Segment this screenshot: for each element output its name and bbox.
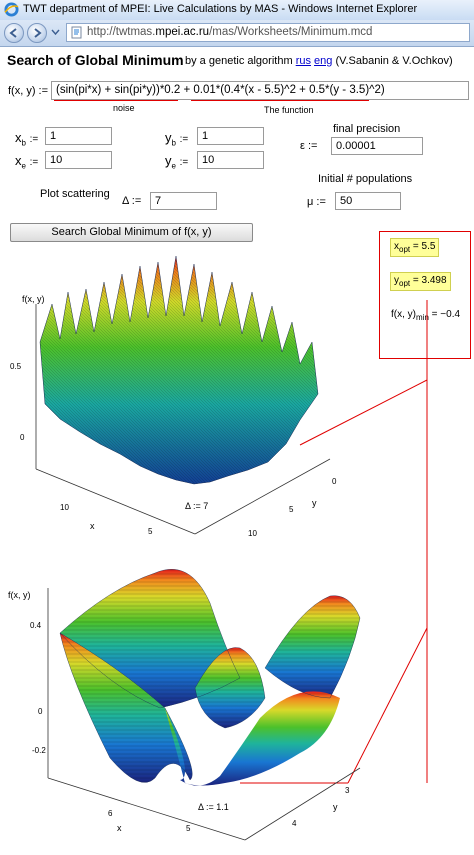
populations-label: Initial # populations — [318, 173, 413, 185]
scattering-input[interactable]: 7 — [150, 192, 217, 210]
search-button[interactable]: Search Global Minimum of f(x, y) — [10, 223, 253, 242]
x-opt-result: xopt = 5.5 — [390, 238, 440, 257]
plot1-ztick-low: 0 — [20, 433, 25, 442]
rus-link[interactable]: rus — [295, 55, 311, 67]
authors: (V.Sabanin & V.Ochkov) — [335, 55, 453, 67]
ye-input[interactable]: 10 — [197, 151, 264, 169]
function-expression[interactable]: (sin(pi*x) + sin(pi*y))*0.2 + 0.01*(0.4*… — [51, 81, 469, 100]
populations-input[interactable]: 50 — [335, 192, 401, 210]
plot1-ytick-0: 0 — [332, 477, 337, 486]
subtitle: by a genetic algorithm rus eng (V.Sabani… — [185, 55, 453, 67]
plot1-ytick-10: 10 — [248, 529, 257, 538]
ie-logo-icon — [4, 2, 19, 17]
yb-label: yb := — [165, 130, 189, 148]
page-title: Search of Global Minimum — [7, 52, 184, 68]
plot2-xtick-5: 5 — [186, 824, 191, 833]
ye-label: ye := — [165, 153, 189, 171]
function-label-note: The function — [264, 105, 314, 115]
plot1-ztick-mid: 0.5 — [10, 362, 22, 371]
url-field[interactable]: http://twtmas.mpei.ac.ru/mas/Worksheets/… — [66, 23, 470, 42]
plot2-ylabel: y — [333, 802, 338, 812]
plot2-ytick-3: 3 — [345, 786, 350, 795]
precision-label: final precision — [333, 123, 401, 135]
function-label: f(x, y) := — [8, 85, 49, 97]
delta-symbol: Δ := — [122, 195, 142, 207]
url-text: http://twtmas.mpei.ac.ru/mas/Worksheets/… — [87, 26, 373, 38]
plot2-ytick-4: 4 — [292, 819, 297, 828]
plot1-xtick-5: 5 — [148, 527, 153, 536]
plot1-xtick-10: 10 — [60, 503, 69, 512]
plot1-xlabel: x — [90, 521, 95, 531]
y-opt-result: yopt = 3.498 — [390, 272, 451, 291]
plot1-delta: Δ := 7 — [185, 501, 208, 511]
precision-input[interactable]: 0.00001 — [331, 137, 423, 155]
xe-label: xe := — [15, 153, 39, 171]
mu-symbol: μ := — [307, 196, 326, 208]
forward-button[interactable] — [27, 23, 47, 43]
window-title: TWT department of MPEI: Live Calculation… — [23, 3, 418, 15]
function-underline — [191, 100, 369, 101]
yb-input[interactable]: 1 — [197, 127, 264, 145]
xe-input[interactable]: 10 — [45, 151, 112, 169]
xb-input[interactable]: 1 — [45, 127, 112, 145]
noise-label: noise — [113, 103, 135, 113]
plot1-ylabel: y — [312, 498, 317, 508]
back-button[interactable] — [4, 23, 24, 43]
plot1-ytick-5: 5 — [289, 505, 294, 514]
plot2-ztick-0: 0 — [38, 707, 43, 716]
noise-underline — [54, 100, 178, 101]
results-box: xopt = 5.5 yopt = 3.498 f(x, y)min = −0.… — [379, 231, 471, 359]
plot-smooth-surface: f(x, y) 0.4 0 -0.2 6 5 x 3 4 y Δ := 1.1 — [8, 569, 361, 841]
plot-noisy-surface: f(x, y) 0.5 0 10 5 x 0 5 10 y Δ := 7 — [10, 255, 337, 538]
plot2-ztick-04: 0.4 — [30, 621, 42, 630]
plot2-xlabel: x — [117, 823, 122, 833]
xb-label: xb := — [15, 130, 39, 148]
chevron-down-icon[interactable] — [51, 29, 60, 36]
eps-symbol: ε := — [300, 140, 318, 152]
plot2-xtick-6: 6 — [108, 809, 113, 818]
subtitle-text: by a genetic algorithm — [185, 55, 293, 67]
plot2-ztick-m02: -0.2 — [32, 746, 46, 755]
plot1-zlabel: f(x, y) — [22, 294, 45, 304]
scattering-label: Plot scattering — [40, 188, 110, 200]
title-bar: TWT department of MPEI: Live Calculation… — [0, 0, 474, 21]
page-icon — [71, 26, 82, 39]
forward-arrow-icon — [34, 28, 42, 38]
f-min-result: f(x, y)min = −0.4 — [391, 309, 461, 322]
back-arrow-icon — [9, 28, 17, 38]
eng-link[interactable]: eng — [314, 55, 333, 67]
plot2-zlabel: f(x, y) — [8, 590, 31, 600]
plot2-delta: Δ := 1.1 — [198, 802, 229, 812]
